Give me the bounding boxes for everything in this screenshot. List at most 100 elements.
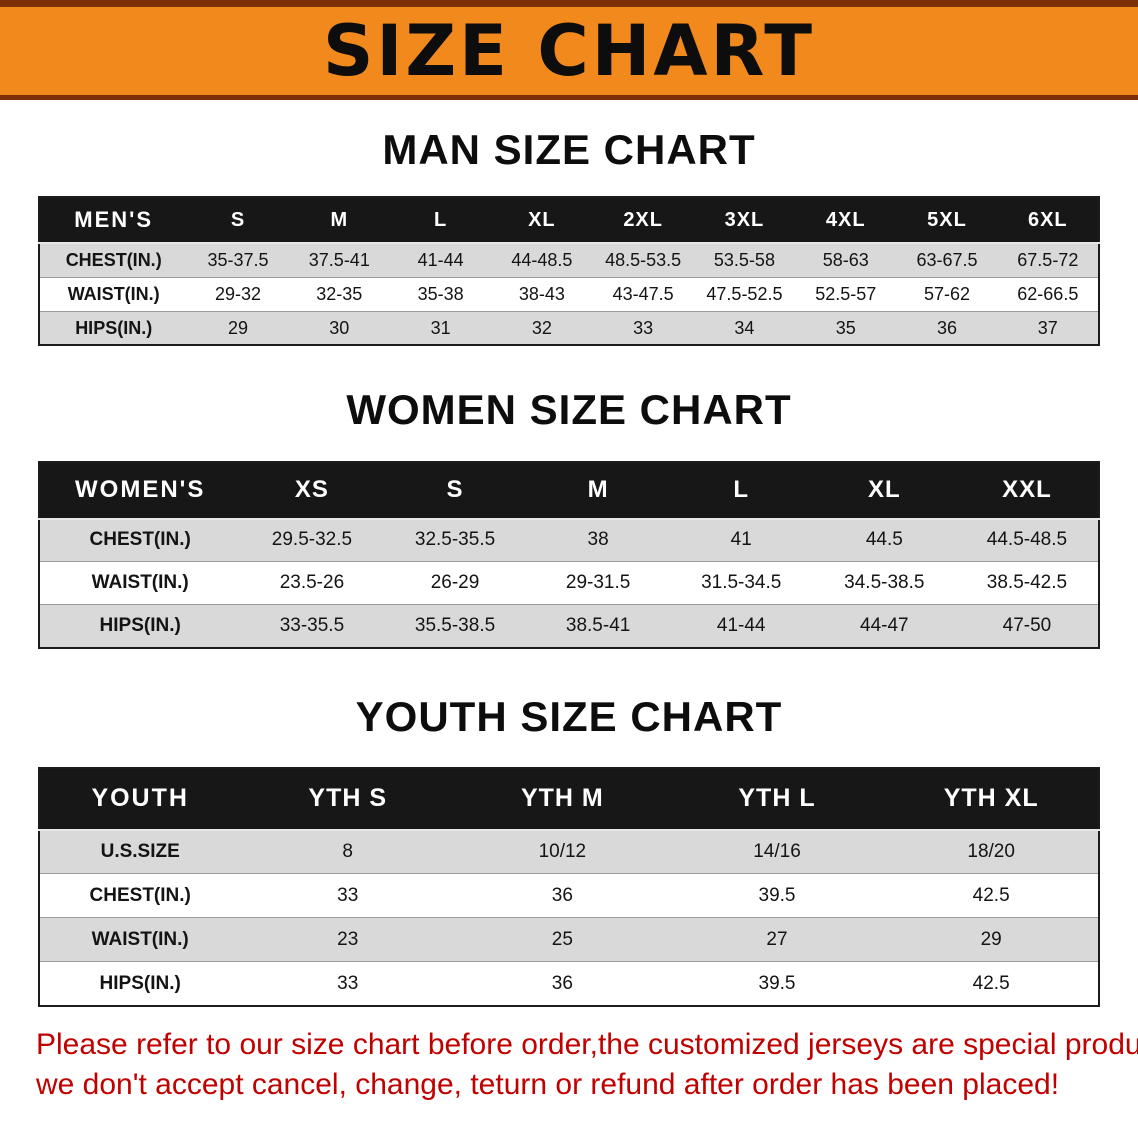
size-column-header: XL <box>491 197 593 244</box>
disclaimer-line-2: we don't accept cancel, change, teturn o… <box>36 1067 1060 1101</box>
table-title-cell: WOMEN'S <box>39 461 241 519</box>
measurement-row: WAIST(IN.) 29-32 32-35 35-38 38-43 43-47.5 47.… <box>39 277 1099 311</box>
measurement-value: 44.5-48.5 <box>986 529 1068 551</box>
measurement-value: 42.5 <box>972 972 1010 994</box>
measurement-value: 23.5-26 <box>279 572 345 594</box>
size-column-header: 4XL <box>795 197 897 244</box>
measurement-value: 44-48.5 <box>511 250 573 271</box>
measurement-value: 33 <box>337 972 359 994</box>
measurement-label: WAIST(IN.) <box>67 283 160 304</box>
measurement-value: 29-32 <box>215 283 262 304</box>
measurement-value: 67.5-72 <box>1017 250 1079 271</box>
size-column-header: YTH L <box>669 767 885 830</box>
measurement-row: HIPS(IN.) 33 36 39.5 42.5 <box>39 961 1099 1006</box>
measurement-value: 36 <box>551 884 573 906</box>
measurement-value: 38.5-41 <box>565 614 631 636</box>
header-row: WOMEN'S XS S M L XL XXL <box>39 461 1099 519</box>
size-column-header: S <box>383 461 527 519</box>
measurement-label: HIPS(IN.) <box>99 972 181 994</box>
measurement-value: 43-47.5 <box>612 283 674 304</box>
men-size-table: MEN'S S M L XL 2XL 3XL 4XL 5XL 6XL CHEST(IN.) 35-37… <box>38 196 1100 347</box>
measurement-value: 35-38 <box>417 283 464 304</box>
measurement-value: 29 <box>980 928 1002 950</box>
measurement-label: WAIST(IN.) <box>91 928 189 950</box>
measurement-label: CHEST(IN.) <box>65 250 162 271</box>
measurement-value: 29-31.5 <box>565 572 631 594</box>
measurement-value: 32 <box>531 317 552 338</box>
measurement-row: U.S.SIZE 8 10/12 14/16 18/20 <box>39 829 1099 874</box>
measurement-value: 31.5-34.5 <box>701 572 782 594</box>
measurement-value: 29 <box>228 317 249 338</box>
size-column-header: M <box>526 461 670 519</box>
measurement-value: 44-47 <box>860 614 909 636</box>
measurement-row: HIPS(IN.) 29 30 31 32 33 34 35 36 37 <box>39 311 1099 346</box>
measurement-value: 23 <box>337 928 359 950</box>
measurement-row: CHEST(IN.) 33 36 39.5 42.5 <box>39 873 1099 918</box>
measurement-value: 18/20 <box>967 841 1015 863</box>
size-column-header: 6XL <box>997 197 1099 244</box>
measurement-label: HIPS(IN.) <box>75 317 153 338</box>
page-title: SIZE CHART <box>322 10 816 92</box>
measurement-label: CHEST(IN.) <box>89 884 191 906</box>
measurement-value: 32.5-35.5 <box>414 529 496 551</box>
measurement-value: 37.5-41 <box>308 250 370 271</box>
measurement-value: 35.5-38.5 <box>414 614 496 636</box>
women-section: WOMEN SIZE CHART WOMEN'S XS S M L XL XXL CHEST(… <box>0 386 1138 649</box>
measurement-value: 39.5 <box>758 884 796 906</box>
measurement-value: 33 <box>633 317 654 338</box>
measurement-value: 34.5-38.5 <box>844 572 925 594</box>
measurement-value: 62-66.5 <box>1017 283 1079 304</box>
men-section: MAN SIZE CHART MEN'S S M L XL 2XL 3XL 4XL 5XL 6XL… <box>0 126 1138 347</box>
measurement-value: 27 <box>766 928 788 950</box>
header-row: YOUTH YTH S YTH M YTH L YTH XL <box>39 767 1099 830</box>
measurement-value: 42.5 <box>972 884 1010 906</box>
table-title-cell: YOUTH <box>39 767 241 830</box>
banner: SIZE CHART <box>0 0 1138 100</box>
disclaimer-line-1: Please refer to our size chart before or… <box>36 1027 1138 1061</box>
size-column-header: L <box>389 197 492 244</box>
measurement-row: WAIST(IN.) 23 25 27 29 <box>39 917 1099 962</box>
size-column-header: L <box>669 461 813 519</box>
measurement-label: WAIST(IN.) <box>91 572 189 594</box>
measurement-value: 47-50 <box>1002 614 1052 636</box>
measurement-value: 57-62 <box>923 283 971 304</box>
measurement-value: 36 <box>551 972 573 994</box>
measurement-value: 35-37.5 <box>207 250 269 271</box>
size-column-header: 5XL <box>896 197 998 244</box>
measurement-value: 14/16 <box>753 841 801 863</box>
measurement-row: CHEST(IN.) 35-37.5 37.5-41 41-44 44-48.5 48.5… <box>39 243 1099 278</box>
measurement-value: 8 <box>342 841 353 863</box>
measurement-value: 63-67.5 <box>916 250 978 271</box>
measurement-value: 38 <box>587 529 609 551</box>
measurement-value: 33 <box>337 884 359 906</box>
measurement-value: 25 <box>551 928 573 950</box>
header-row: MEN'S S M L XL 2XL 3XL 4XL 5XL 6XL <box>39 197 1099 244</box>
measurement-value: 30 <box>329 317 350 338</box>
measurement-value: 41 <box>730 529 752 551</box>
measurement-value: 29.5-32.5 <box>271 529 353 551</box>
table-title-cell: MEN'S <box>39 197 188 244</box>
measurement-value: 33-35.5 <box>279 614 345 636</box>
size-column-header: YTH XL <box>884 767 1099 830</box>
measurement-value: 32-35 <box>316 283 363 304</box>
size-column-header: S <box>187 197 289 244</box>
youth-section: YOUTH SIZE CHART YOUTH YTH S YTH M YTH L YTH… <box>0 693 1138 1007</box>
size-column-header: XXL <box>955 461 1099 519</box>
measurement-value: 38.5-42.5 <box>986 572 1068 594</box>
women-size-table: WOMEN'S XS S M L XL XXL CHEST(IN.) 29.5-32.5 32.5… <box>38 460 1100 649</box>
youth-size-table: YOUTH YTH S YTH M YTH L YTH XL U.S.SIZE 8 10/12… <box>38 766 1100 1007</box>
measurement-value: 53.5-58 <box>713 250 775 271</box>
measurement-value: 47.5-52.5 <box>706 283 783 304</box>
measurement-label: CHEST(IN.) <box>89 529 191 551</box>
size-column-header: M <box>288 197 390 244</box>
measurement-value: 44.5 <box>865 529 903 551</box>
measurement-value: 39.5 <box>758 972 796 994</box>
measurement-label: HIPS(IN.) <box>99 614 181 636</box>
size-column-header: XL <box>812 461 956 519</box>
size-column-header: 3XL <box>693 197 796 244</box>
measurement-row: HIPS(IN.) 33-35.5 35.5-38.5 38.5-41 41-44 44-… <box>39 604 1099 648</box>
measurement-value: 41-44 <box>716 614 766 636</box>
measurement-value: 36 <box>936 317 958 338</box>
women-section-heading: WOMEN SIZE CHART <box>346 386 792 434</box>
